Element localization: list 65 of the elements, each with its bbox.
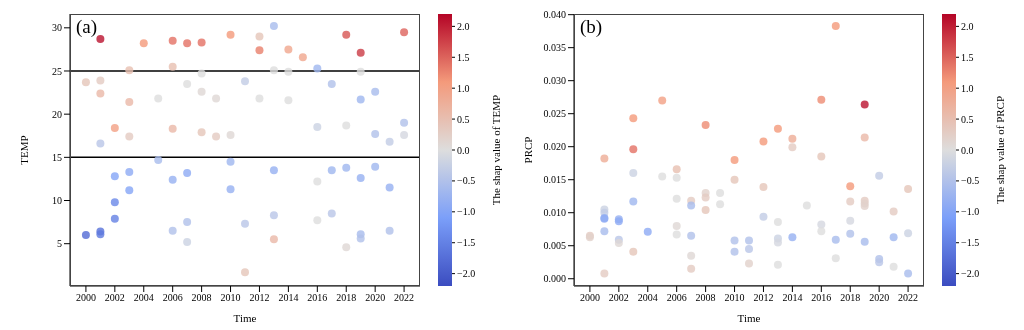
color-bar-label: −1.0	[961, 206, 980, 218]
x-tick-label: 2020	[365, 292, 386, 304]
y-tick-label: 10	[52, 195, 62, 207]
y-tick-label: 0.010	[543, 207, 566, 219]
x-tick-label: 2018	[336, 292, 357, 304]
x-tick-label: 2010	[724, 292, 745, 304]
y-tick-label: 25	[52, 65, 62, 77]
y-tick-label: 30	[52, 22, 62, 34]
color-bar-label: 0.0	[961, 144, 974, 156]
x-tick-label: 2004	[637, 292, 658, 304]
y-tick-label: 0.035	[543, 42, 566, 54]
x-tick-label: 2022	[898, 292, 919, 304]
chart-title: (b)	[580, 16, 603, 38]
color-bar-label: −1.5	[961, 237, 980, 249]
y-tick-label: 0.025	[543, 108, 566, 120]
color-bar-label: 0.5	[457, 113, 470, 125]
y-axis-title: TEMP	[17, 135, 30, 165]
color-bar-label: −1.0	[457, 206, 476, 218]
x-axis-title: Time	[737, 312, 761, 324]
x-tick-label: 2012	[753, 292, 774, 304]
x-tick-label: 2022	[394, 292, 415, 304]
y-tick-label: 0.000	[543, 273, 566, 285]
color-bar-label: 2.0	[961, 20, 974, 32]
x-tick-label: 2002	[104, 292, 125, 304]
x-tick-label: 2000	[579, 292, 600, 304]
color-bar-label: −2.0	[961, 268, 980, 280]
color-bar-label: 1.5	[457, 51, 470, 63]
color-bar-label: −0.5	[457, 175, 476, 187]
color-bar-label: 0.5	[961, 113, 974, 125]
x-tick-label: 2016	[307, 292, 328, 304]
y-tick-label: 0.040	[543, 9, 566, 21]
y-tick-label: 0.030	[543, 75, 566, 87]
color-bar-label: 0.0	[457, 144, 470, 156]
x-axis-title: Time	[233, 312, 257, 324]
y-tick-label: 0.020	[543, 141, 566, 153]
x-tick-label: 2010	[220, 292, 241, 304]
x-tick-label: 2014	[782, 292, 803, 304]
x-tick-label: 2016	[811, 292, 832, 304]
y-tick-label: 0.005	[543, 240, 566, 252]
y-tick-label: 20	[52, 108, 62, 120]
color-bar-label: 1.0	[961, 82, 974, 94]
x-tick-label: 2006	[162, 292, 183, 304]
x-tick-label: 2018	[840, 292, 861, 304]
color-bar-label: −1.5	[457, 237, 476, 249]
y-tick-label: 15	[52, 151, 62, 163]
x-tick-label: 2014	[278, 292, 299, 304]
color-bar-label: 1.5	[961, 51, 974, 63]
y-axis-title: PRCP	[521, 136, 534, 164]
x-tick-label: 2000	[75, 292, 96, 304]
color-bar-label: 2.0	[457, 20, 470, 32]
color-bar-title: The shap value of TEMP	[490, 94, 502, 206]
color-bar-label: −0.5	[961, 175, 980, 187]
x-tick-label: 2004	[133, 292, 154, 304]
x-tick-label: 2008	[191, 292, 212, 304]
x-tick-label: 2006	[666, 292, 687, 304]
color-bar-label: −2.0	[457, 268, 476, 280]
x-tick-label: 2020	[869, 292, 890, 304]
x-tick-label: 2008	[695, 292, 716, 304]
color-bar-title: The shap value of PRCP	[994, 95, 1006, 205]
x-tick-label: 2012	[249, 292, 270, 304]
y-tick-label: 0.015	[543, 174, 566, 186]
x-tick-label: 2002	[608, 292, 629, 304]
chart-title: (a)	[76, 16, 98, 38]
y-tick-label: 5	[57, 238, 62, 250]
color-bar-label: 1.0	[457, 82, 470, 94]
